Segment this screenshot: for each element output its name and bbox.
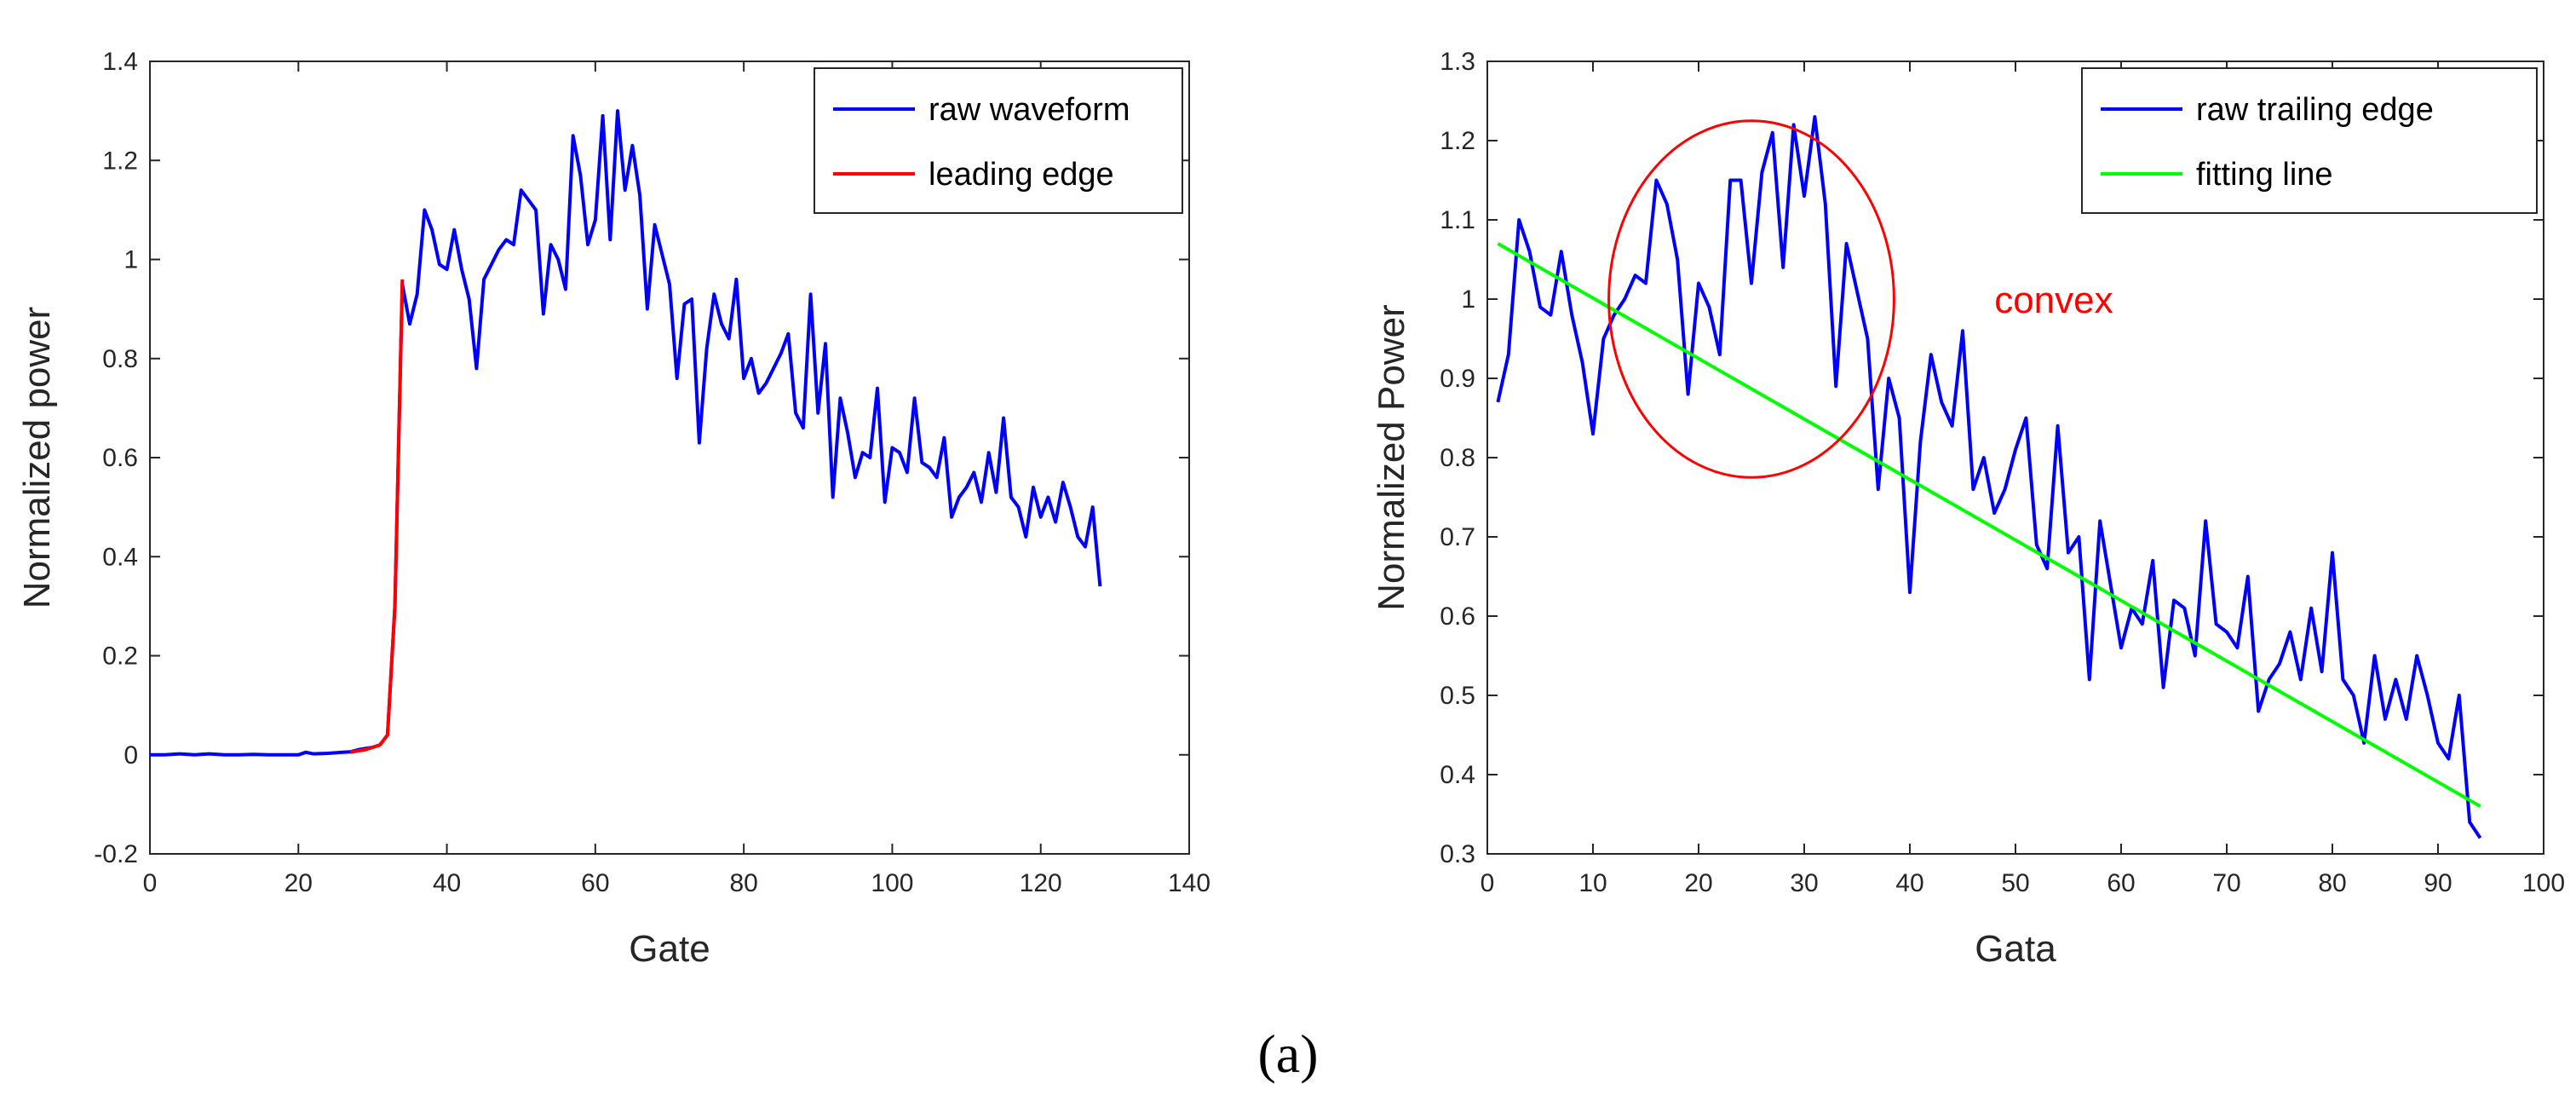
- convex-circle: [1607, 119, 1895, 479]
- x-tick-label: 60: [581, 869, 609, 897]
- x-axis-label: Gate: [629, 928, 710, 970]
- x-tick-label: 80: [2318, 869, 2346, 897]
- y-tick-label: 1.3: [1440, 48, 1475, 76]
- legend-label: raw waveform: [929, 92, 1130, 128]
- y-tick-label: 0.8: [102, 345, 138, 373]
- x-tick-label: 40: [1895, 869, 1923, 897]
- chart-left-waveform: 0 20 40 60 80 100 120 140-0.200.20.40.60.811.21…: [16, 48, 1210, 970]
- x-tick-label: 0: [1481, 869, 1495, 897]
- legend-label: leading edge: [929, 157, 1114, 193]
- series-line-leading-edge: [349, 279, 405, 754]
- x-tick-label: 10: [1578, 869, 1607, 897]
- chart-right-trailing-edge: 0 10 20 30 40 50 60 70 80 90 100 0.3 0.4 0.5 0.6 0.7 0.8…: [1371, 48, 2565, 970]
- legend-label: raw trailing edge: [2196, 92, 2434, 128]
- x-tick-label: 90: [2424, 869, 2452, 897]
- y-tick-label: 1: [1461, 285, 1475, 314]
- y-tick-label: 1.2: [102, 147, 138, 175]
- y-tick-label: 1.4: [102, 48, 138, 76]
- y-tick-label: 0.7: [1440, 523, 1475, 551]
- x-tick-label: 100: [2522, 869, 2565, 897]
- x-tick-label: 80: [729, 869, 757, 897]
- panel-label: (a): [1257, 1023, 1318, 1084]
- series-line-raw-trailing-edge: [1496, 115, 2482, 839]
- x-tick-label: 30: [1790, 869, 1818, 897]
- y-tick-label: 1.2: [1440, 127, 1475, 155]
- y-tick-label: 0.4: [102, 543, 138, 571]
- annotation-label: convex: [1994, 280, 2113, 321]
- x-axis-label: Gata: [1975, 928, 2056, 970]
- legend: raw trailing edge fitting line: [2081, 67, 2538, 214]
- x-tick-label: 50: [2001, 869, 2029, 897]
- y-tick-label: 0.4: [1440, 761, 1475, 789]
- y-axis-label: Normalized Power: [1371, 304, 1412, 610]
- y-tick-label: 0.9: [1440, 365, 1475, 393]
- x-tick-label: 140: [1168, 869, 1210, 897]
- x-tick-label: 70: [2212, 869, 2240, 897]
- y-tick-label: -0.2: [94, 840, 138, 868]
- y-tick-label: 0.3: [1440, 840, 1475, 868]
- x-tick-label: 40: [433, 869, 461, 897]
- y-tick-label: 0.6: [1440, 602, 1475, 631]
- legend-label: fitting line: [2196, 157, 2333, 193]
- x-tick-label: 120: [1020, 869, 1062, 897]
- x-tick-label: 0: [143, 869, 158, 897]
- legend: raw waveform leading edge: [814, 67, 1183, 214]
- x-tick-label: 100: [871, 869, 913, 897]
- y-tick-label: 1: [124, 246, 138, 274]
- y-tick-label: 0.2: [102, 643, 138, 671]
- x-tick-label: 20: [1684, 869, 1712, 897]
- y-tick-label: 0.5: [1440, 682, 1475, 710]
- y-axis-label: Normalized power: [16, 307, 58, 609]
- x-tick-label: 60: [2107, 869, 2135, 897]
- y-tick-label: 0.6: [102, 444, 138, 472]
- x-tick-label: 20: [285, 869, 313, 897]
- y-tick-label: 0.8: [1440, 444, 1475, 472]
- y-tick-label: 1.1: [1440, 206, 1475, 234]
- series-line-fitting-line: [1497, 242, 2481, 808]
- legend-box: [814, 67, 1183, 214]
- y-tick-label: 0: [124, 741, 138, 770]
- legend-box: [2081, 67, 2538, 214]
